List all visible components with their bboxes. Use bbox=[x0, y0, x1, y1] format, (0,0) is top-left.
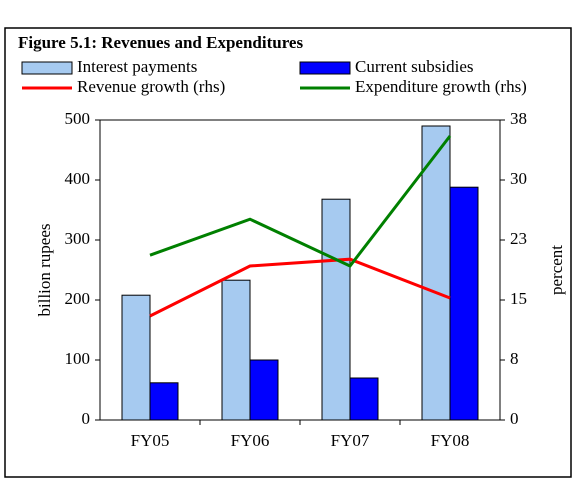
legend-swatch bbox=[299, 61, 351, 75]
x-tick-label: FY05 bbox=[131, 431, 170, 450]
line-series bbox=[149, 257, 451, 318]
y-tick-label: 0 bbox=[82, 409, 91, 428]
y2-tick-label: 8 bbox=[510, 349, 519, 368]
y-tick-label: 200 bbox=[65, 289, 91, 308]
legend-swatch bbox=[21, 61, 73, 75]
bar bbox=[249, 359, 279, 421]
legend-label: Expenditure growth (rhs) bbox=[355, 77, 527, 96]
x-tick-label: FY08 bbox=[431, 431, 470, 450]
legend-label: Revenue growth (rhs) bbox=[77, 77, 225, 96]
y2-tick-label: 23 bbox=[510, 229, 527, 248]
y-tick-label: 400 bbox=[65, 169, 91, 188]
chart-title: Figure 5.1: Revenues and Expenditures bbox=[18, 33, 303, 52]
bar bbox=[349, 377, 379, 421]
bar bbox=[221, 279, 251, 421]
y-tick-label: 100 bbox=[65, 349, 91, 368]
bar bbox=[149, 382, 179, 421]
y2-axis-label: percent bbox=[547, 245, 566, 295]
bar bbox=[449, 186, 479, 421]
y-tick-label: 500 bbox=[65, 109, 91, 128]
y2-tick-label: 0 bbox=[510, 409, 519, 428]
legend-label: Interest payments bbox=[77, 57, 197, 76]
y2-tick-label: 30 bbox=[510, 169, 527, 188]
y2-tick-label: 38 bbox=[510, 109, 527, 128]
bar bbox=[321, 198, 351, 421]
line-series bbox=[149, 135, 452, 268]
bar bbox=[121, 294, 151, 421]
x-tick-label: FY07 bbox=[331, 431, 370, 450]
x-tick-label: FY06 bbox=[231, 431, 270, 450]
legend-label: Current subsidies bbox=[355, 57, 474, 76]
y2-tick-label: 15 bbox=[510, 289, 527, 308]
y-axis-label: billion rupees bbox=[35, 223, 54, 316]
bar bbox=[421, 125, 451, 421]
y-tick-label: 300 bbox=[65, 229, 91, 248]
